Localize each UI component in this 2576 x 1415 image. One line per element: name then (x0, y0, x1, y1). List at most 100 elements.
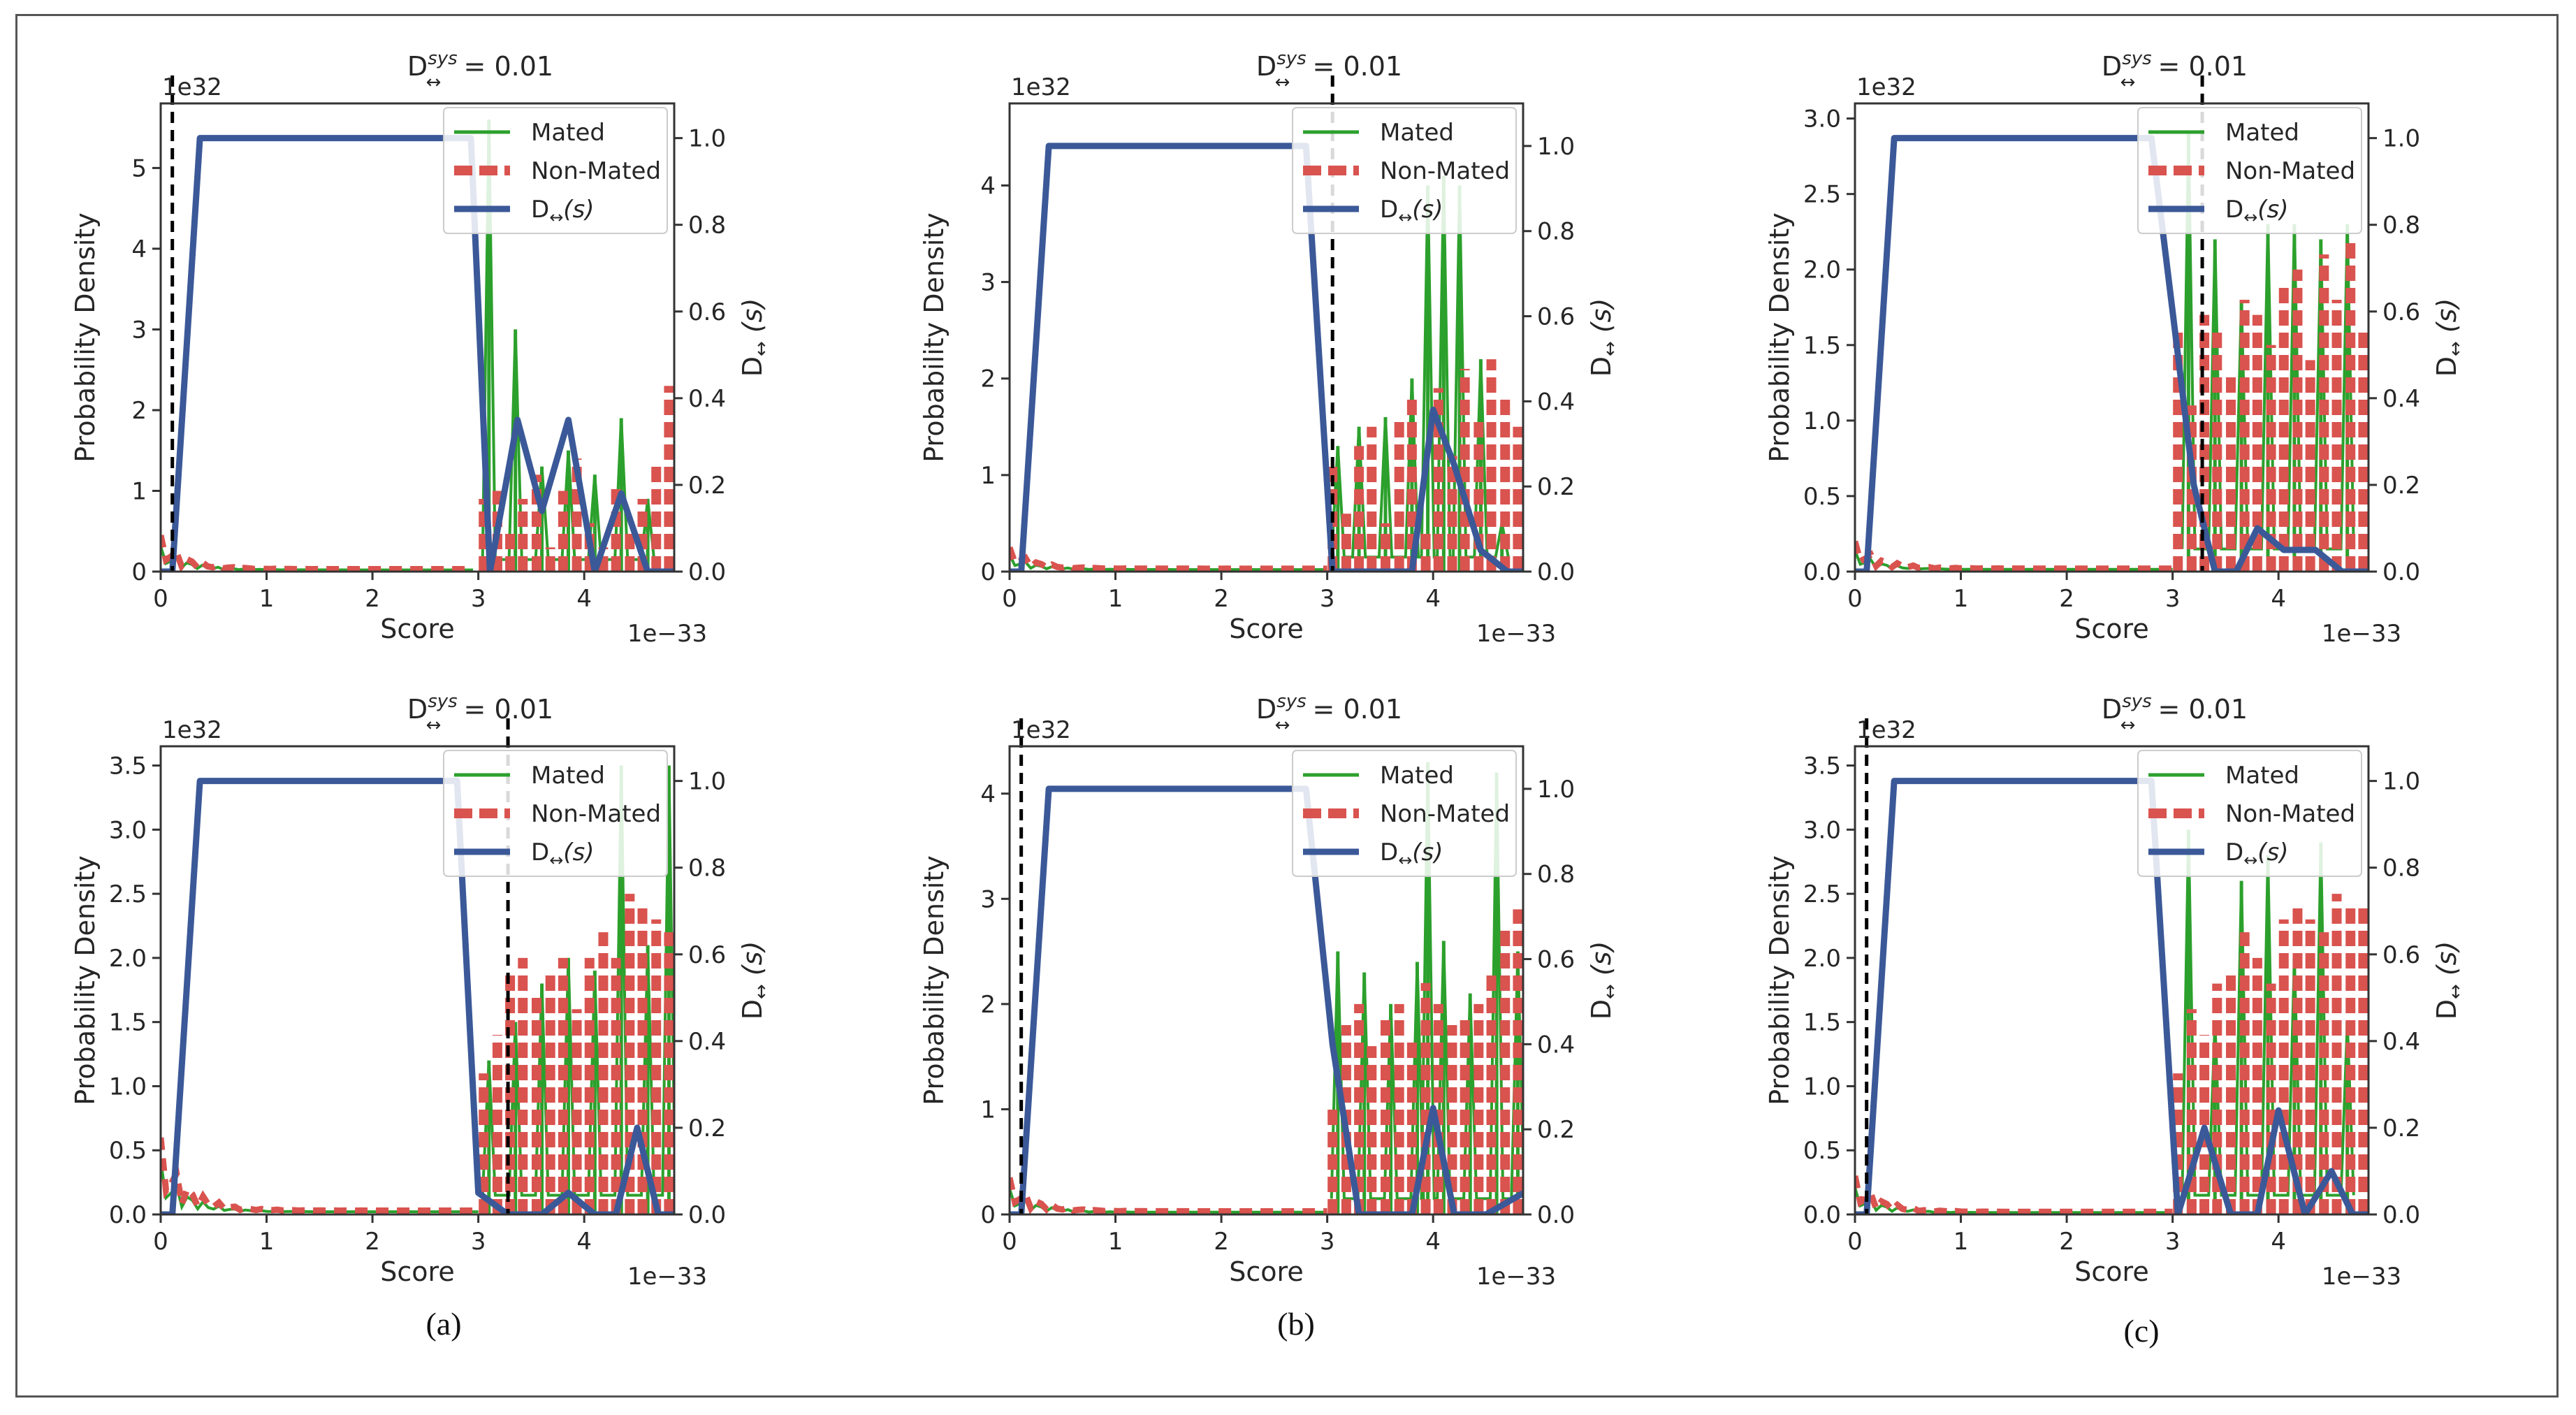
y-tick-label: 2.0 (1803, 256, 1841, 284)
y-axis-label: Probability Density (1764, 212, 1795, 462)
legend-box (2137, 107, 2362, 234)
y2-axis-label: D↔ (s) (2431, 298, 2466, 377)
chart-panel-b-bottom: 0 1 2 3 4 0 1 2 3 4 0.0 0.2 0.4 0.6 0.8 1.0 1e32 1e−33 Sco… (919, 691, 1621, 1291)
figure-frame: 0 1 2 3 4 0 1 2 3 4 5 0.0 0.2 0.4 0.6 0.8 1.0 1e32 1e−33 Sc… (15, 14, 2559, 1398)
x-tick-label: 3 (471, 585, 486, 613)
x-tick-label: 1 (259, 1228, 275, 1256)
x-tick-label: 2 (1214, 1228, 1229, 1256)
plot-area (1855, 133, 2368, 572)
y2-tick-label: 0.0 (1537, 1201, 1575, 1229)
y-tick-label: 1.0 (1803, 1073, 1841, 1101)
x-tick-label: 0 (1847, 1228, 1863, 1256)
y-tick-label: 1.0 (1803, 407, 1841, 435)
legend-mated-label: Mated (2225, 762, 2299, 790)
y-tick-label: 3.0 (1803, 106, 1841, 133)
plot-area (161, 119, 674, 572)
x-tick-label: 2 (1214, 585, 1229, 613)
x-tick-label: 4 (576, 585, 592, 613)
y2-axis-label: D↔ (s) (1586, 941, 1621, 1020)
y-axis-label: Probability Density (70, 212, 101, 462)
nonmated-low-score-density (1855, 540, 2173, 572)
plot-frame (1854, 102, 2370, 573)
y2-tick-label: 1.0 (688, 125, 726, 153)
x-tick-label: 1 (1953, 1228, 1969, 1256)
y2-tick-label: 0.6 (1537, 946, 1575, 974)
y2-tick-label: 1.0 (688, 768, 726, 796)
y2-tick-label: 0.8 (1537, 861, 1575, 889)
legend-nonmated-label: Non-Mated (2225, 157, 2355, 185)
x-tick-label: 0 (153, 1228, 168, 1256)
x-tick-label: 3 (1320, 585, 1335, 613)
y-axis-label: Probability Density (919, 212, 949, 462)
x-axis-label: Score (1229, 614, 1303, 644)
legend-box (443, 750, 668, 877)
legend-dscore-label: D↔(s) (531, 839, 595, 870)
x-tick-label: 0 (1002, 585, 1017, 613)
y-tick-label: 4 (131, 235, 147, 263)
x-tick-label: 2 (2059, 585, 2074, 613)
x-offset-text: 1e−33 (1476, 1263, 1556, 1291)
legend: Mated Non-Mated D↔(s) (443, 107, 668, 234)
y2-tick-label: 0.6 (1537, 303, 1575, 331)
x-axis-label: Score (380, 614, 454, 644)
y-tick-label: 3 (131, 316, 147, 344)
chart-title: Dsys ↔ = 0.01 (2102, 691, 2248, 736)
nonmated-low-score-density (161, 1137, 479, 1214)
y-tick-label: 2.0 (1803, 945, 1841, 973)
x-offset-text: 1e−33 (1476, 620, 1556, 648)
caption-a: (a) (425, 1306, 462, 1342)
legend-box (2137, 750, 2362, 877)
y-tick-label: 2 (980, 991, 996, 1019)
x-axis-label: Score (2074, 1256, 2148, 1287)
y2-tick-label: 0.2 (688, 472, 726, 500)
y2-tick-label: 0.2 (1537, 473, 1575, 501)
x-tick-label: 1 (1108, 1228, 1123, 1256)
nonmated-low-score-density (1855, 1175, 2173, 1214)
chart-title: Dsys ↔ = 0.01 (1256, 691, 1402, 736)
x-tick-label: 4 (1425, 585, 1441, 613)
y-tick-label: 3 (980, 885, 996, 913)
chart-panel-a-top: 0 1 2 3 4 0 1 2 3 4 5 0.0 0.2 0.4 0.6 0.8 1.0 1e32 1e−33 Sc… (70, 48, 772, 648)
legend: Mated Non-Mated D↔(s) (1292, 107, 1517, 234)
chart-title: Dsys ↔ = 0.01 (1256, 48, 1402, 93)
y-tick-label: 0.0 (1803, 558, 1841, 586)
y2-tick-label: 1.0 (2382, 125, 2420, 153)
chart-panel-c-bottom: 0 1 2 3 4 0.0 0.5 1.0 1.5 2.0 2.5 3.0 3.5 0.0 0.2 0.4 0.… (1764, 691, 2466, 1291)
dscore-line (161, 135, 674, 572)
x-tick-label: 2 (365, 585, 380, 613)
y-tick-label: 0.5 (1803, 1137, 1841, 1165)
dscore-line (1010, 143, 1523, 572)
y-tick-label: 3 (980, 269, 996, 297)
legend-box (443, 107, 668, 234)
plot-area (161, 765, 674, 1214)
x-offset-text: 1e−33 (627, 1263, 707, 1291)
y-tick-label: 1 (980, 1096, 996, 1124)
chart-title: Dsys ↔ = 0.01 (2102, 48, 2248, 93)
y-tick-label: 3.0 (1803, 816, 1841, 844)
y2-tick-label: 0.0 (688, 558, 726, 586)
y2-axis-label: D↔ (s) (737, 298, 772, 377)
x-tick-label: 4 (1425, 1228, 1441, 1256)
y-tick-label: 2 (980, 365, 996, 393)
y-tick-label: 1.5 (109, 1009, 147, 1037)
nonmated-low-score-density (1010, 546, 1327, 572)
legend: Mated Non-Mated D↔(s) (2137, 750, 2362, 877)
x-tick-label: 4 (576, 1228, 592, 1256)
x-axis-label: Score (380, 1256, 454, 1287)
chart-title: Dsys ↔ = 0.01 (407, 48, 553, 93)
x-tick-label: 0 (153, 585, 168, 613)
legend-mated-label: Mated (1380, 119, 1454, 147)
y-tick-label: 0.5 (109, 1137, 147, 1165)
y2-tick-label: 1.0 (1537, 133, 1575, 161)
y-tick-label: 2.0 (109, 945, 147, 973)
y-tick-label: 3.0 (109, 816, 147, 844)
dscore-line (161, 778, 674, 1214)
y2-tick-label: 1.0 (2382, 768, 2420, 796)
legend-nonmated-label: Non-Mated (1380, 157, 1510, 185)
y2-tick-label: 0.4 (688, 1028, 726, 1056)
x-tick-label: 4 (2271, 1228, 2286, 1256)
nonmated-low-score-density (1010, 1177, 1327, 1214)
plot-frame (159, 102, 676, 573)
nonmated-low-score-density (161, 535, 474, 572)
x-offset-text: 1e−33 (627, 620, 707, 648)
